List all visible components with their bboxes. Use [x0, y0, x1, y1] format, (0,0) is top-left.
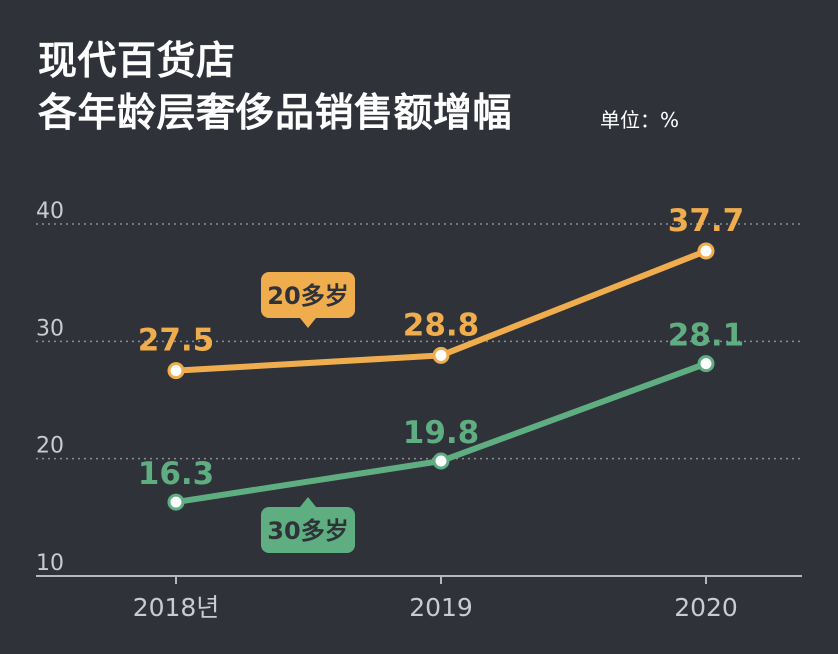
x-tick-label-0: 2018년: [133, 593, 220, 622]
legend-callout-box: [261, 507, 355, 553]
data-point-0-1: [432, 346, 450, 364]
x-tick-label-2: 2020: [674, 593, 738, 622]
data-label-0-1: 28.8: [403, 307, 480, 343]
data-point-0-2: [697, 242, 715, 260]
legend-callout-1: 30多岁: [261, 497, 355, 553]
data-point-0-0: [167, 362, 185, 380]
data-label-1-1: 19.8: [403, 415, 480, 451]
chart-title-line-2: 各年龄层奢侈品销售额增幅: [38, 91, 513, 136]
y-tick-label-10: 10: [36, 551, 64, 576]
data-label-1-2: 28.1: [668, 318, 745, 354]
data-point-1-2: [697, 355, 715, 373]
legend-callout-box: [261, 272, 355, 318]
y-tick-label-30: 30: [36, 316, 64, 341]
unit-label: 单位：%: [600, 108, 680, 132]
data-point-1-0: [167, 493, 185, 511]
x-tick-label-1: 2019: [409, 593, 473, 622]
legend-callout-0: 20多岁: [261, 272, 355, 328]
y-tick-label-20: 20: [36, 434, 64, 459]
data-label-0-0: 27.5: [138, 323, 215, 359]
y-tick-label-40: 40: [36, 199, 64, 224]
legend-label: 30多岁: [267, 517, 348, 545]
data-point-1-1: [432, 452, 450, 470]
chart-title-line-1: 现代百货店: [38, 39, 236, 84]
legend-label: 20多岁: [267, 282, 348, 310]
legend-callout-pointer: [300, 318, 316, 328]
data-label-1-0: 16.3: [138, 456, 215, 492]
legend-callout-pointer: [300, 497, 316, 507]
data-label-0-2: 37.7: [668, 203, 745, 239]
